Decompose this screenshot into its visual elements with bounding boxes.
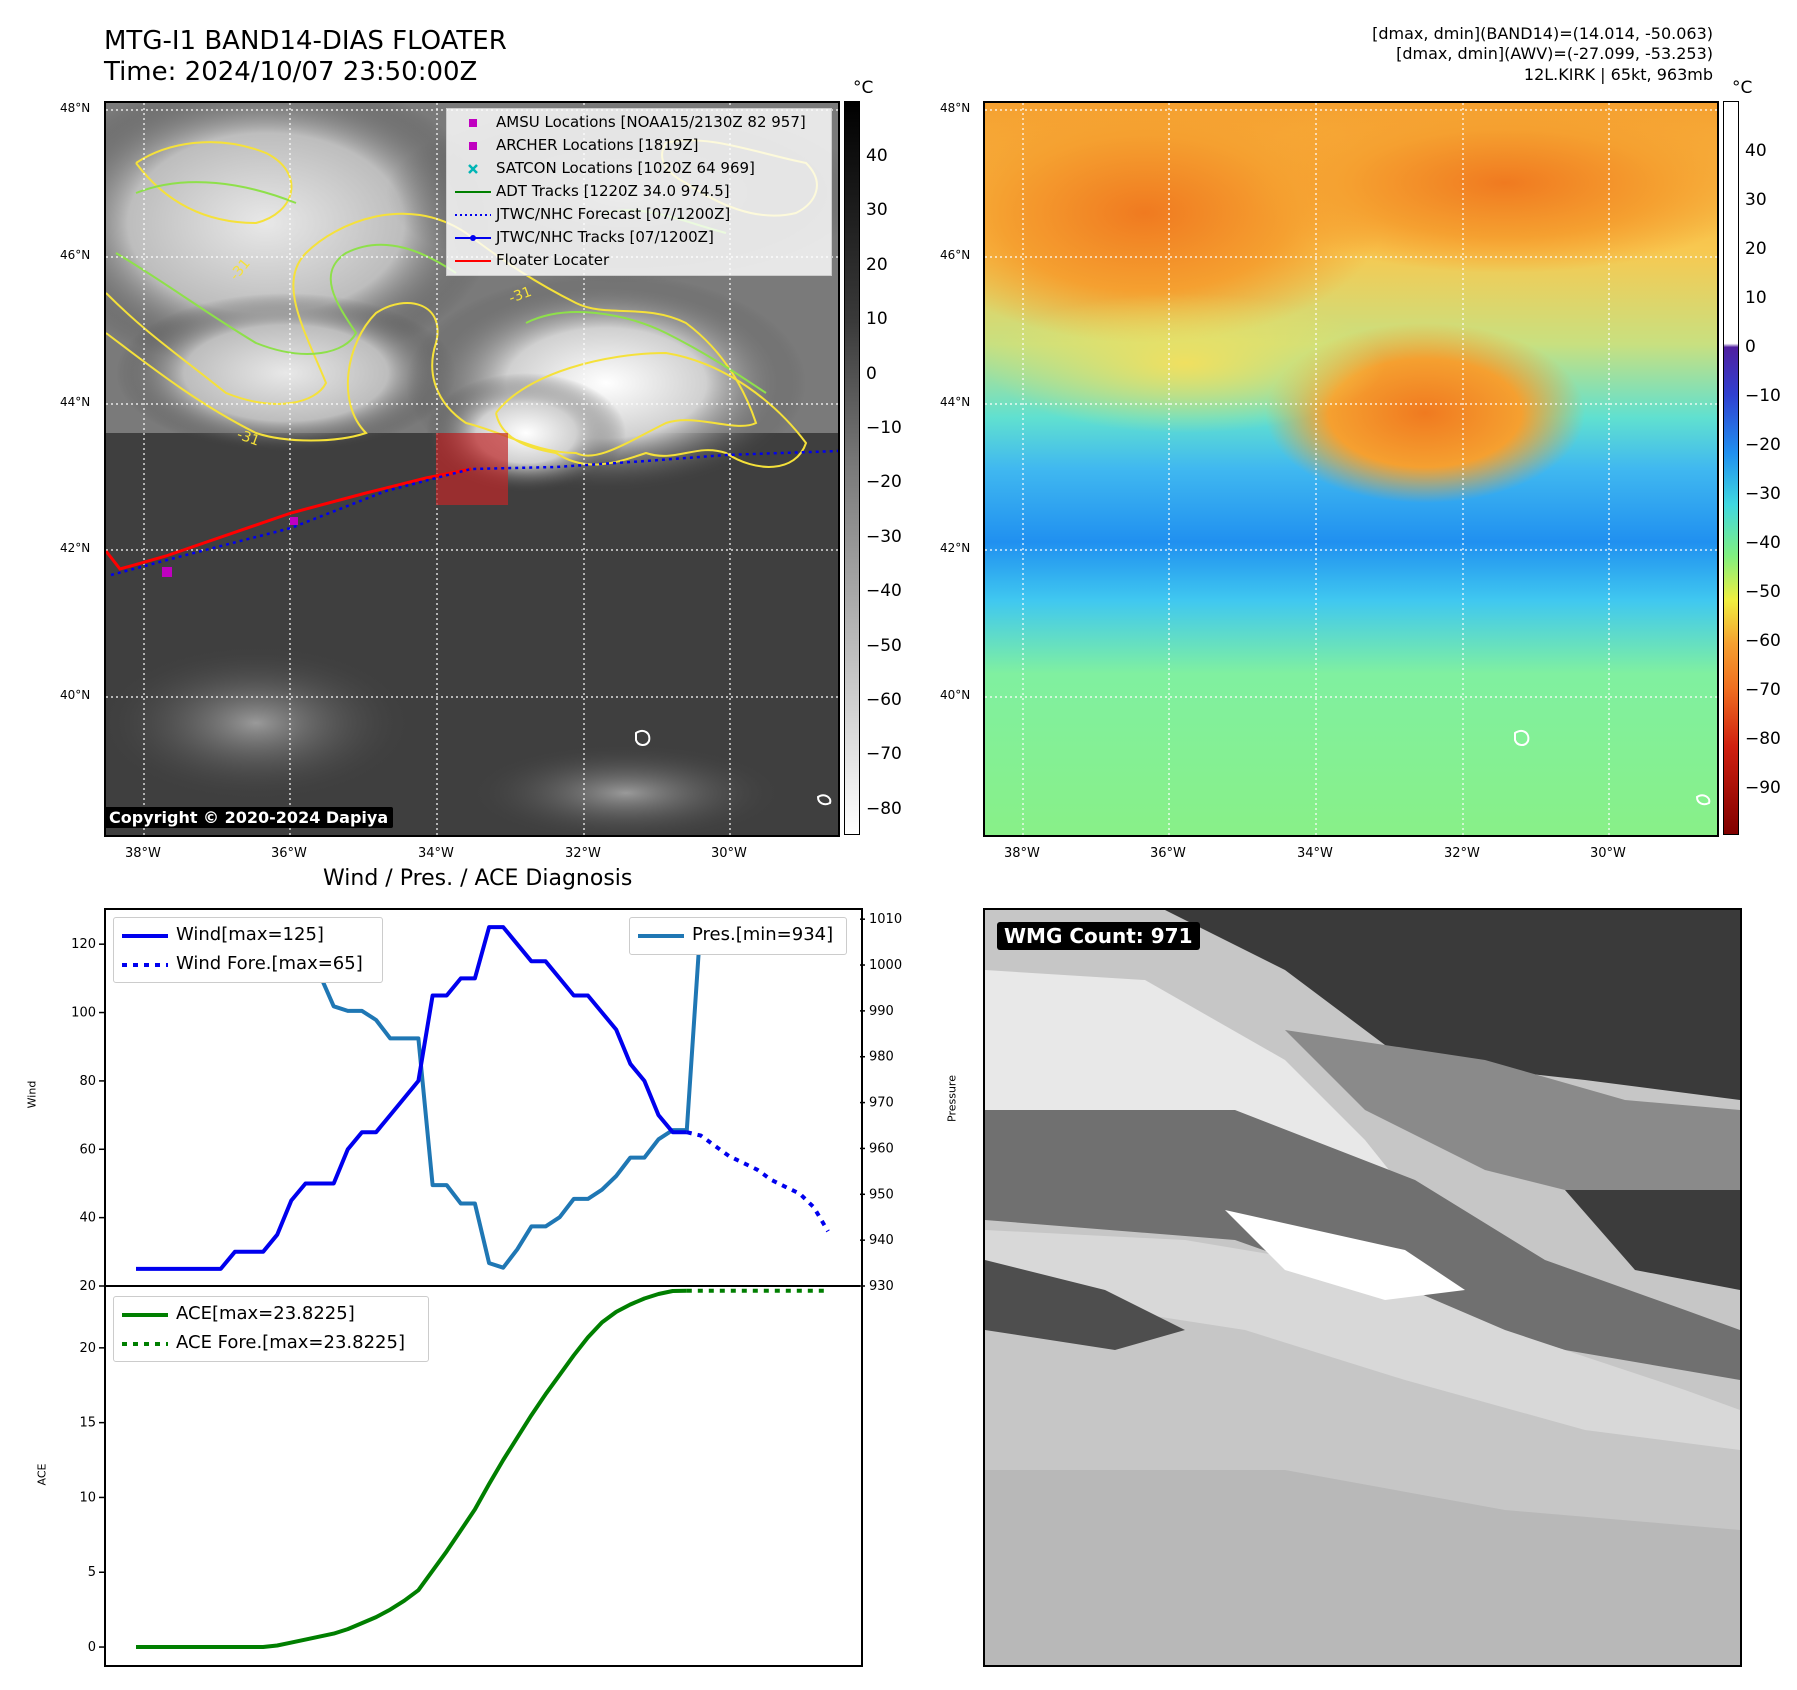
ace-tick-label: 15 <box>79 1416 96 1431</box>
pressure-tick-label: 970 <box>869 1096 894 1111</box>
ace-axis: 0 5 10 15 20 <box>79 1341 104 1655</box>
wind-tick-label: 60 <box>79 1142 96 1157</box>
wind-tick-label: 40 <box>79 1211 96 1226</box>
amsu-marker <box>290 517 298 525</box>
awv-range: [dmax, dmin](AWV)=(-27.099, -53.253) <box>1396 44 1713 63</box>
wind-tick-label: 20 <box>79 1279 96 1294</box>
wmg-count-badge: WMG Count: 971 <box>997 922 1200 950</box>
island-icon <box>635 730 651 746</box>
square-marker-icon <box>469 119 477 127</box>
lat-label: 42°N <box>60 541 91 555</box>
wind-tick-label: 100 <box>71 1006 96 1021</box>
lon-label: 34°W <box>418 846 454 861</box>
ace-tick-label: 0 <box>88 1640 96 1655</box>
island-icon <box>1695 794 1711 806</box>
lon-label: 32°W <box>565 846 601 861</box>
pressure-tick-label: 1000 <box>869 958 902 973</box>
forecast-track <box>110 449 838 577</box>
storm-info: 12L.KIRK | 65kt, 963mb <box>1523 65 1713 84</box>
dotted-line-icon <box>455 214 491 216</box>
product-title: MTG-I1 BAND14-DIAS FLOATER <box>104 26 507 56</box>
series-layer <box>136 919 830 1649</box>
pressure-axis-label: Pressure <box>945 1075 959 1122</box>
ace-tick-label: 10 <box>79 1490 96 1505</box>
x-marker-icon <box>468 164 478 174</box>
ace-legend-label: ACE[max=23.8225] <box>176 1303 355 1324</box>
enhanced-colorbar <box>1723 101 1739 835</box>
enhanced-map-image <box>985 103 1717 835</box>
floater-track <box>106 467 472 571</box>
lon-label: 36°W <box>271 846 307 861</box>
ace-line <box>136 1288 687 1649</box>
island-icon <box>816 794 832 806</box>
square-marker-icon <box>469 142 477 150</box>
archer-marker <box>162 567 172 577</box>
lat-label: 40°N <box>60 688 91 702</box>
pressure-axis: 930 940 950 960 970 980 990 1000 1010 <box>860 912 902 1294</box>
ace-fore-legend-label: ACE Fore.[max=23.8225] <box>176 1332 405 1353</box>
ace-tick-label: 5 <box>88 1565 96 1580</box>
pressure-legend-swatch <box>638 934 684 938</box>
ace-legend: ACE[max=23.8225] ACE Fore.[max=23.8225] <box>113 1296 429 1362</box>
wmg-image <box>985 910 1740 1665</box>
lon-label: 38°W <box>125 846 161 861</box>
product-time: Time: 2024/10/07 23:50:00Z <box>104 57 478 87</box>
wmg-panel: WMG Count: 971 <box>983 908 1742 1667</box>
pressure-tick-label: 960 <box>869 1141 894 1156</box>
wind-legend: Wind[max=125] Wind Fore.[max=65] <box>113 917 383 983</box>
wind-forecast-line <box>686 1130 830 1233</box>
lon-label: 30°W <box>711 846 747 861</box>
solid-line-icon <box>455 260 491 262</box>
ir-colorbar-unit: °C <box>853 78 874 98</box>
lat-label: 44°N <box>60 395 91 409</box>
copyright-badge: Copyright © 2020-2024 Dapiya <box>104 807 394 828</box>
wind-tick-label: 80 <box>79 1074 96 1089</box>
contour-label-3: -31 <box>235 427 262 450</box>
pressure-legend-label: Pres.[min=934] <box>692 924 834 945</box>
island-icon <box>1514 730 1530 746</box>
enhanced-gridlines <box>985 103 1717 835</box>
pressure-tick-label: 940 <box>869 1233 894 1248</box>
wind-fore-legend-label: Wind Fore.[max=65] <box>176 953 363 974</box>
diagnosis-title: Wind / Pres. / ACE Diagnosis <box>323 866 633 891</box>
pressure-tick-label: 1010 <box>869 912 902 927</box>
band14-range: [dmax, dmin](BAND14)=(14.014, -50.063) <box>1372 24 1713 43</box>
enhanced-colorbar-unit: °C <box>1732 78 1753 98</box>
wind-tick-label: 120 <box>71 937 96 952</box>
wind-line <box>136 925 687 1271</box>
lat-label: 46°N <box>60 248 91 262</box>
wind-axis-label: Wind <box>25 1080 39 1109</box>
wind-axis: 20 40 60 80 100 120 <box>71 937 104 1294</box>
wind-legend-swatches <box>122 934 168 967</box>
pressure-tick-label: 990 <box>869 1004 894 1019</box>
diagnosis-panel <box>104 908 863 1667</box>
ir-colorbar <box>844 101 860 835</box>
enhanced-map-panel <box>983 101 1719 837</box>
pressure-legend: Pres.[min=934] <box>629 917 847 955</box>
pressure-tick-label: 950 <box>869 1187 894 1202</box>
lat-label: 48°N <box>60 101 91 115</box>
solid-line-icon <box>455 191 491 193</box>
map-legend: AMSU Locations [NOAA15/2130Z 82 957] ARC… <box>446 108 832 276</box>
pressure-tick-label: 930 <box>869 1279 894 1294</box>
ace-axis-label: ACE <box>35 1463 49 1486</box>
contour-label-2: -31 <box>507 284 534 307</box>
pressure-tick-label: 980 <box>869 1050 894 1065</box>
line-dot-icon <box>455 235 491 241</box>
ace-tick-label: 20 <box>79 1341 96 1356</box>
wind-legend-label: Wind[max=125] <box>176 924 324 945</box>
ace-legend-swatches <box>122 1313 168 1346</box>
